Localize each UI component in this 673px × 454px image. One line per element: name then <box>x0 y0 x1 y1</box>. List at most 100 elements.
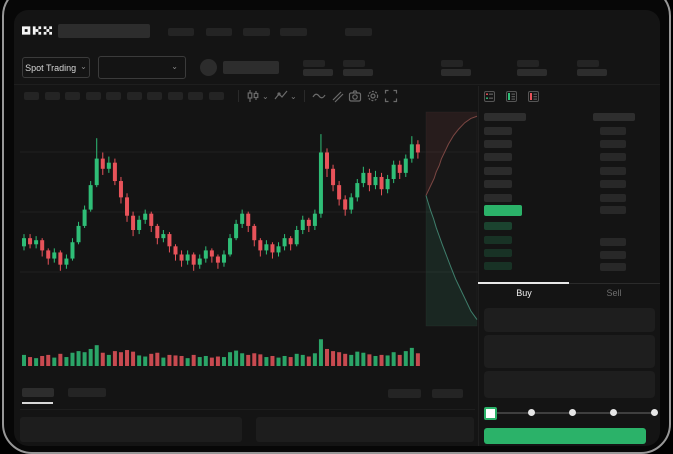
bid-price-2[interactable] <box>484 236 512 244</box>
total-input[interactable] <box>484 371 655 398</box>
ask-amount-3[interactable] <box>600 153 626 161</box>
candle-body <box>415 144 420 153</box>
bottom-tab-orders[interactable] <box>22 388 54 397</box>
ask-price-1[interactable] <box>484 127 512 135</box>
ask-amount-6[interactable] <box>600 194 626 202</box>
bid-amount-1[interactable] <box>600 238 626 246</box>
candle-body <box>246 213 251 226</box>
settings-gear-icon[interactable] <box>366 89 380 103</box>
stat-label-2 <box>343 60 365 67</box>
active-tab-indicator <box>478 282 569 284</box>
bottom-action-1[interactable] <box>388 389 421 398</box>
slider-step-3[interactable] <box>610 409 617 416</box>
candle-body <box>197 258 202 265</box>
interval-chip-1[interactable] <box>24 92 39 100</box>
ask-amount-2[interactable] <box>600 140 626 148</box>
candle-body <box>409 144 414 159</box>
ask-price-2[interactable] <box>484 140 512 148</box>
interval-chip-4[interactable] <box>85 92 101 100</box>
interval-chip-6[interactable] <box>126 92 142 100</box>
interval-chip-7[interactable] <box>147 92 162 100</box>
ask-price-3[interactable] <box>484 153 512 161</box>
volume-bar <box>306 356 311 366</box>
line-tool-icon[interactable] <box>312 89 326 103</box>
slider-step-4[interactable] <box>651 409 658 416</box>
bid-price-1[interactable] <box>484 222 512 230</box>
price-chart[interactable] <box>20 106 478 374</box>
orderbook-view-asks-icon[interactable] <box>528 89 539 107</box>
candle-body <box>149 213 154 226</box>
nav-item-1[interactable] <box>168 28 194 36</box>
interval-chip-9[interactable] <box>188 92 203 100</box>
market-type-selector[interactable]: Spot Trading ⌄ <box>22 57 90 78</box>
ask-amount-5[interactable] <box>600 180 626 188</box>
interval-chip-5[interactable] <box>106 92 121 100</box>
volume-bar <box>403 351 408 366</box>
okx-logo[interactable] <box>22 24 52 37</box>
chevron-down-icon[interactable]: ⌄ <box>262 92 269 101</box>
ask-amount-1[interactable] <box>600 127 626 135</box>
snapshot-camera-icon[interactable] <box>348 89 362 103</box>
bottom-divider <box>20 409 475 410</box>
bid-amount-2[interactable] <box>600 251 626 259</box>
candle-body <box>300 219 305 230</box>
bottom-tab-history[interactable] <box>68 388 106 397</box>
chevron-down-icon[interactable]: ⌄ <box>290 92 297 101</box>
candle-style-icon[interactable] <box>246 89 260 103</box>
tab-sell[interactable]: Sell <box>606 288 622 298</box>
amount-slider[interactable] <box>484 407 658 420</box>
tab-buy[interactable]: Buy <box>516 288 532 298</box>
stat-value-2 <box>343 69 373 76</box>
depth-asks-area <box>426 112 477 196</box>
interval-chip-3[interactable] <box>65 92 80 100</box>
volume-bar <box>46 354 51 366</box>
volume-bar <box>300 354 305 366</box>
bottom-action-2[interactable] <box>432 389 463 398</box>
interval-chip-2[interactable] <box>44 92 60 100</box>
price-input[interactable] <box>484 308 655 332</box>
ask-amount-4[interactable] <box>600 167 626 175</box>
indicator-icon[interactable] <box>274 89 288 103</box>
nav-item-5[interactable] <box>345 28 372 36</box>
volume-bar <box>76 351 81 366</box>
candlestick-chart-svg[interactable] <box>20 106 478 374</box>
ask-price-4[interactable] <box>484 167 512 175</box>
volume-bar <box>343 353 348 366</box>
candle-body <box>203 250 208 259</box>
interval-chip-8[interactable] <box>167 92 183 100</box>
draw-pencil-icon[interactable] <box>330 89 344 103</box>
pair-selector[interactable]: ⌄ <box>98 56 186 79</box>
bid-price-4[interactable] <box>484 262 512 270</box>
orderbook-view-both-icon[interactable] <box>484 89 495 107</box>
ask-price-6[interactable] <box>484 194 512 202</box>
candle-body <box>173 246 178 255</box>
volume-bar <box>282 355 287 366</box>
search-bar-placeholder[interactable] <box>58 24 150 38</box>
buy-submit-button[interactable] <box>484 428 646 444</box>
bid-amount-3[interactable] <box>600 263 626 271</box>
ask-price-5[interactable] <box>484 180 512 188</box>
bid-price-3[interactable] <box>484 249 512 257</box>
fullscreen-icon[interactable] <box>384 89 398 103</box>
last-price-badge[interactable] <box>484 205 522 216</box>
volume-bar <box>312 353 317 366</box>
slider-step-1[interactable] <box>528 409 535 416</box>
amount-input[interactable] <box>484 335 655 368</box>
coin-avatar[interactable] <box>200 59 217 76</box>
volume-bar <box>82 352 87 366</box>
pair-name-placeholder <box>223 61 279 74</box>
orderbook-view-bids-icon[interactable] <box>506 89 517 107</box>
candle-body <box>40 240 45 251</box>
volume-bar <box>373 355 378 366</box>
candle-body <box>76 225 81 243</box>
nav-item-3[interactable] <box>243 28 270 36</box>
chevron-down-icon: ⌄ <box>171 61 178 71</box>
interval-chip-10[interactable] <box>208 92 224 100</box>
nav-item-2[interactable] <box>206 28 232 36</box>
slider-handle[interactable] <box>484 407 497 420</box>
nav-item-4[interactable] <box>280 28 307 36</box>
candle-body <box>385 179 390 190</box>
volume-bar <box>131 351 136 366</box>
slider-step-2[interactable] <box>569 409 576 416</box>
orderbook <box>14 10 660 446</box>
